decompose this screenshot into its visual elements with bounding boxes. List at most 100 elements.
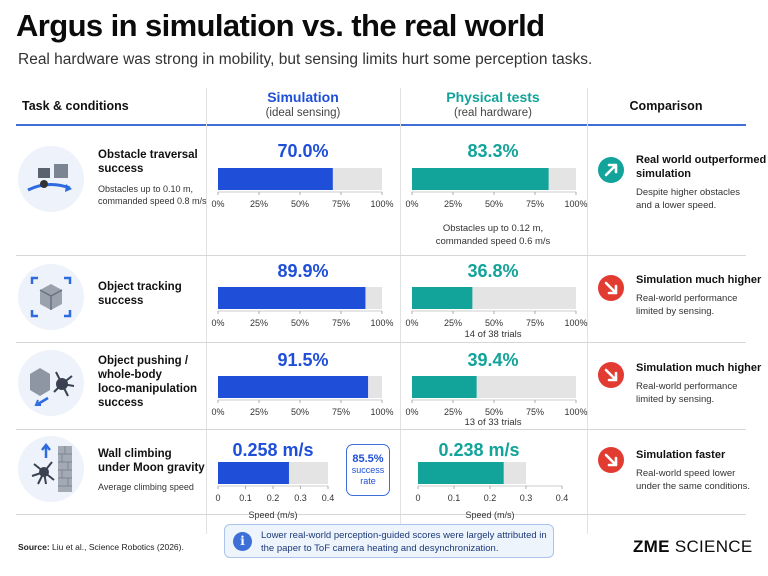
comparison-title: Simulation much higher (636, 362, 762, 374)
tick-label: 100% (564, 318, 587, 328)
row-divider (16, 342, 746, 343)
tick-label: 25% (444, 318, 462, 328)
comparison-title: Real world outperformed simulation (636, 154, 767, 180)
arrow-down-right-icon (598, 362, 624, 388)
x-axis-label: Speed (m/s) (248, 510, 297, 520)
tick-label: 25% (250, 199, 268, 209)
tick-label: 50% (485, 199, 503, 209)
row-divider (16, 255, 746, 256)
tick-label: 0.1 (239, 493, 252, 503)
comparison-text: Real-world performance limited by sensing… (636, 293, 738, 317)
arrow-down-right-icon (598, 447, 624, 473)
page-title: Argus in simulation vs. the real world (16, 8, 545, 43)
bar-simulation (218, 376, 369, 398)
tick-label: 25% (250, 407, 268, 417)
tick-label: 0% (405, 318, 418, 328)
tick-label: 0.3 (294, 493, 307, 503)
task-title: Obstacle traversal success (98, 149, 198, 175)
tick-label: 100% (370, 318, 393, 328)
bar-physical-tests (412, 376, 477, 398)
physical-note: 14 of 38 trials (464, 329, 522, 340)
tick-label: 75% (332, 199, 350, 209)
simulation-bar-chart: 0 0.1 0.2 0.3 0.4 Speed (m/s) (215, 462, 334, 520)
physical-value: 39.4% (467, 350, 519, 370)
column-header-physical: Physical tests (real hardware) (400, 89, 586, 119)
tick-label: 100% (370, 199, 393, 209)
tick-label: 0% (405, 407, 418, 417)
comparison-text: Real-world performance limited by sensing… (636, 381, 738, 405)
bar-simulation (218, 287, 366, 309)
brand-logo: ZME SCIENCE (633, 537, 753, 556)
source-citation: Source: Liu et al., Science Robotics (20… (18, 542, 184, 552)
physical-bar-chart: 0% 25% 50% 75% 100% (405, 376, 588, 417)
tick-label: 50% (291, 318, 309, 328)
badge-label: rate (360, 476, 376, 486)
obstacle-traversal-icon (18, 146, 84, 212)
task-title: Object pushing / whole-body loco-manipulat… (98, 355, 198, 409)
tick-label: 75% (526, 199, 544, 209)
page-subtitle: Real hardware was strong in mobility, bu… (18, 51, 593, 68)
tick-label: 0.4 (556, 493, 569, 503)
tick-label: 75% (526, 407, 544, 417)
tick-label: 75% (332, 407, 350, 417)
task-title: Wall climbing under Moon gravity (98, 448, 205, 474)
comparison-text: Despite higher obstacles and a lower spee… (636, 187, 741, 211)
bar-physical-tests (412, 168, 549, 190)
column-header-simulation: Simulation (ideal sensing) (206, 89, 400, 119)
bar-simulation (218, 462, 289, 484)
task-note: Obstacles up to 0.10 m, commanded speed 0… (98, 184, 207, 206)
info-text: Lower real-world perception-guided score… (261, 530, 547, 554)
physical-note: 13 of 33 trials (464, 417, 522, 428)
tick-label: 25% (444, 407, 462, 417)
object-pushing-icon (18, 350, 84, 416)
bar-physical-tests (418, 462, 504, 484)
comparison-title: Simulation much higher (636, 274, 762, 286)
row-divider (16, 429, 746, 430)
info-note: i Lower real-world perception-guided sco… (224, 524, 554, 558)
tick-label: 75% (526, 318, 544, 328)
tick-label: 0 (415, 493, 420, 503)
tick-label: 50% (291, 407, 309, 417)
badge-value: 85.5% (352, 453, 384, 465)
comparison-title: Comparison (629, 99, 703, 113)
tick-label: 100% (564, 199, 587, 209)
tick-label: 100% (370, 407, 393, 417)
tick-label: 0% (211, 199, 224, 209)
comparison-title: Simulation faster (636, 449, 726, 461)
tick-label: 0.2 (267, 493, 280, 503)
header-divider (16, 124, 746, 126)
tick-label: 50% (485, 407, 503, 417)
physical-bar-chart: 0% 25% 50% 75% 100% (405, 168, 588, 209)
physical-value: 0.238 m/s (438, 440, 520, 460)
tick-label: 100% (564, 407, 587, 417)
tick-label: 0 (215, 493, 220, 503)
object-tracking-icon (18, 264, 84, 330)
comparison-text: Real-world speed lower under the same con… (636, 468, 751, 492)
wall-climbing-icon (18, 436, 84, 502)
column-header-comparison: Comparison (588, 99, 744, 113)
tick-label: 50% (485, 318, 503, 328)
arrow-up-right-icon (598, 157, 624, 183)
badge-label: success (351, 465, 385, 475)
tick-label: 25% (250, 318, 268, 328)
column-divider (400, 88, 401, 534)
simulation-title: Simulation (267, 89, 339, 105)
arrow-down-right-icon (598, 275, 624, 301)
simulation-value: 91.5% (277, 350, 329, 370)
column-divider (206, 88, 207, 534)
task-note: Average climbing speed (98, 482, 194, 492)
simulation-value: 70.0% (277, 141, 329, 161)
simulation-sub: (ideal sensing) (265, 107, 341, 119)
row-divider (16, 514, 746, 515)
tick-label: 0% (211, 318, 224, 328)
physical-bar-chart: 0% 25% 50% 75% 100% (405, 287, 588, 328)
tick-label: 25% (444, 199, 462, 209)
physical-sub: (real hardware) (454, 107, 532, 119)
tick-label: 75% (332, 318, 350, 328)
simulation-bar-chart: 0% 25% 50% 75% 100% (211, 376, 394, 417)
tick-label: 50% (291, 199, 309, 209)
x-axis-label: Speed (m/s) (465, 510, 514, 520)
info-icon: i (233, 532, 252, 551)
physical-value: 83.3% (467, 141, 519, 161)
physical-title: Physical tests (446, 89, 540, 105)
